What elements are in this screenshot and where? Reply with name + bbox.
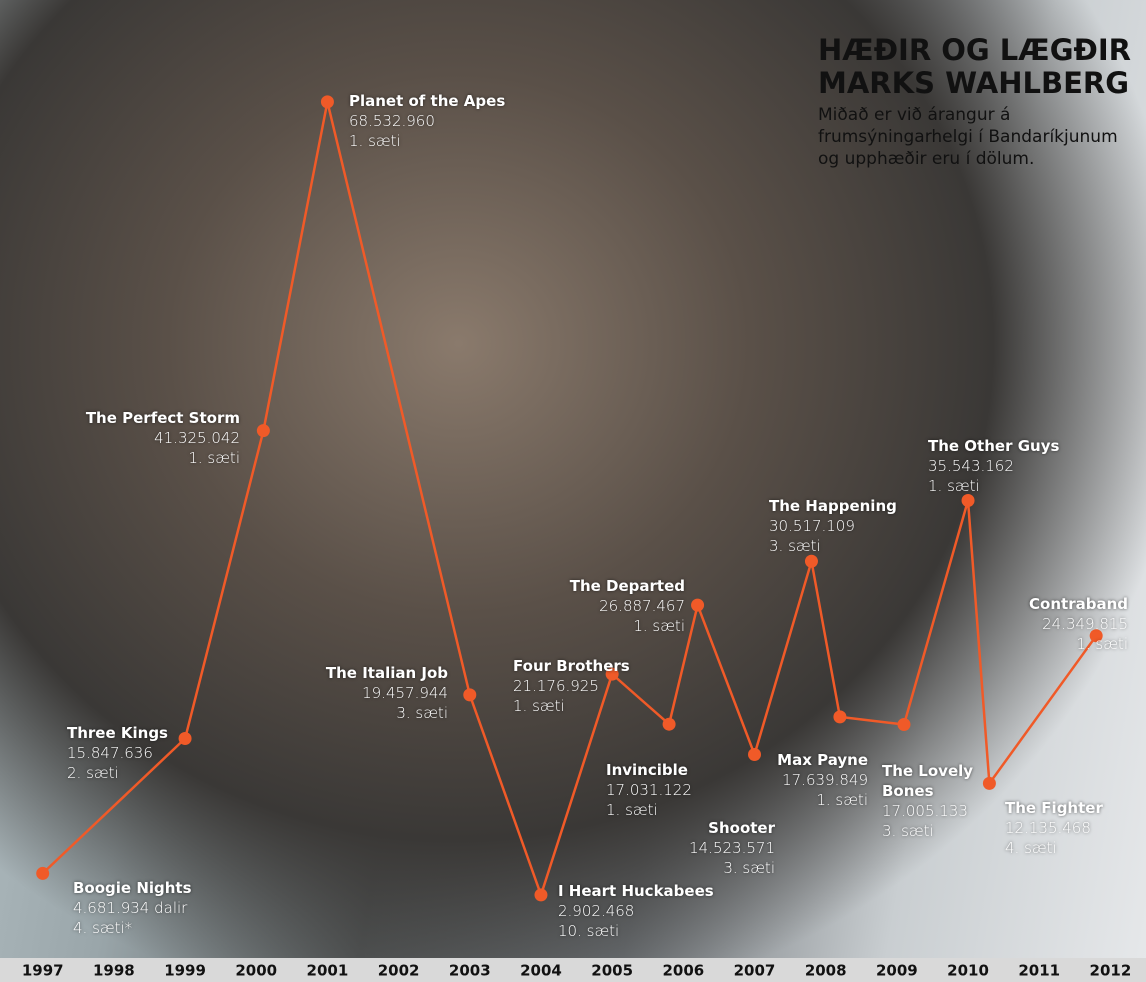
value-label: 14.523.571 bbox=[689, 838, 775, 858]
point bbox=[805, 555, 818, 568]
x-tick-label: 2003 bbox=[449, 962, 491, 980]
x-tick-label: 2008 bbox=[805, 962, 847, 980]
film-title: The Fighter bbox=[1005, 798, 1103, 818]
infographic: 1997 1998 1999 2000 2001 2002 2003 2004 2005 2006… bbox=[0, 0, 1146, 982]
film-title: Three Kings bbox=[67, 723, 168, 743]
rank-label: 2. sæti bbox=[67, 763, 168, 783]
point bbox=[321, 95, 334, 108]
rank-label: 1. sæti bbox=[570, 616, 685, 636]
value-label: 2.902.468 bbox=[558, 901, 714, 921]
x-tick-label: 1998 bbox=[93, 962, 135, 980]
point bbox=[983, 777, 996, 790]
film-title: Planet of the Apes bbox=[349, 91, 505, 111]
rank-label: 4. sæti bbox=[1005, 838, 1103, 858]
film-title: The Lovely Bones bbox=[882, 761, 977, 801]
point bbox=[833, 710, 846, 723]
film-title: Invincible bbox=[606, 760, 692, 780]
film-title: Shooter bbox=[689, 818, 775, 838]
rank-label: 1. sæti bbox=[349, 131, 505, 151]
film-label: Four Brothers21.176.9251. sæti bbox=[513, 656, 630, 716]
rank-label: 1. sæti bbox=[606, 800, 692, 820]
value-label: 15.847.636 bbox=[67, 743, 168, 763]
x-tick-label: 2007 bbox=[734, 962, 776, 980]
value-label: 17.031.122 bbox=[606, 780, 692, 800]
film-title: The Italian Job bbox=[326, 663, 448, 683]
value-label: 35.543.162 bbox=[928, 456, 1059, 476]
x-tick-label: 2005 bbox=[591, 962, 633, 980]
x-tick-label: 2012 bbox=[1090, 962, 1132, 980]
chart-subtitle: Miðað er við árangur á frumsýningarhelgi… bbox=[818, 104, 1118, 170]
rank-label: 10. sæti bbox=[558, 921, 714, 941]
x-tick-label: 2001 bbox=[307, 962, 349, 980]
point bbox=[748, 748, 761, 761]
point bbox=[257, 424, 270, 437]
rank-label: 3. sæti bbox=[689, 858, 775, 878]
value-label: 19.457.944 bbox=[326, 683, 448, 703]
film-title: Max Payne bbox=[777, 750, 868, 770]
value-label: 17.639.849 bbox=[777, 770, 868, 790]
film-title: The Happening bbox=[769, 496, 897, 516]
value-label: 4.681.934 dalir bbox=[73, 898, 192, 918]
film-title: The Other Guys bbox=[928, 436, 1059, 456]
value-label: 21.176.925 bbox=[513, 676, 630, 696]
point bbox=[897, 718, 910, 731]
rank-label: 1. sæti bbox=[928, 476, 1059, 496]
film-title: The Perfect Storm bbox=[86, 408, 240, 428]
chart-title: HÆÐIR OG LÆGÐIR MARKS WAHLBERG bbox=[818, 34, 1138, 100]
point bbox=[463, 688, 476, 701]
film-title: I Heart Huckabees bbox=[558, 881, 714, 901]
x-tick-label: 2010 bbox=[947, 962, 989, 980]
x-tick-label: 2011 bbox=[1018, 962, 1060, 980]
rank-label: 4. sæti* bbox=[73, 918, 192, 938]
value-label: 17.005.133 bbox=[882, 801, 977, 821]
value-label: 26.887.467 bbox=[570, 596, 685, 616]
x-tick-label: 2000 bbox=[235, 962, 277, 980]
film-title: Contraband bbox=[1029, 594, 1128, 614]
value-label: 41.325.042 bbox=[86, 428, 240, 448]
value-label: 24.349.815 bbox=[1029, 614, 1128, 634]
x-tick-label: 2004 bbox=[520, 962, 562, 980]
x-tick-label: 2002 bbox=[378, 962, 420, 980]
point bbox=[663, 718, 676, 731]
point bbox=[534, 888, 547, 901]
film-title: Boogie Nights bbox=[73, 878, 192, 898]
rank-label: 1. sæti bbox=[1029, 634, 1128, 654]
x-tick-label: 2006 bbox=[662, 962, 704, 980]
point bbox=[36, 867, 49, 880]
x-tick-label: 1997 bbox=[22, 962, 64, 980]
value-label: 12.135.468 bbox=[1005, 818, 1103, 838]
rank-label: 3. sæti bbox=[769, 536, 897, 556]
film-title: Four Brothers bbox=[513, 656, 630, 676]
rank-label: 1. sæti bbox=[777, 790, 868, 810]
film-title: The Departed bbox=[570, 576, 685, 596]
point bbox=[179, 732, 192, 745]
rank-label: 1. sæti bbox=[513, 696, 630, 716]
x-tick-label: 2009 bbox=[876, 962, 918, 980]
rank-label: 3. sæti bbox=[326, 703, 448, 723]
value-label: 68.532.960 bbox=[349, 111, 505, 131]
rank-label: 1. sæti bbox=[86, 448, 240, 468]
x-tick-label: 1999 bbox=[164, 962, 206, 980]
value-label: 30.517.109 bbox=[769, 516, 897, 536]
point bbox=[691, 599, 704, 612]
rank-label: 3. sæti bbox=[882, 821, 977, 841]
